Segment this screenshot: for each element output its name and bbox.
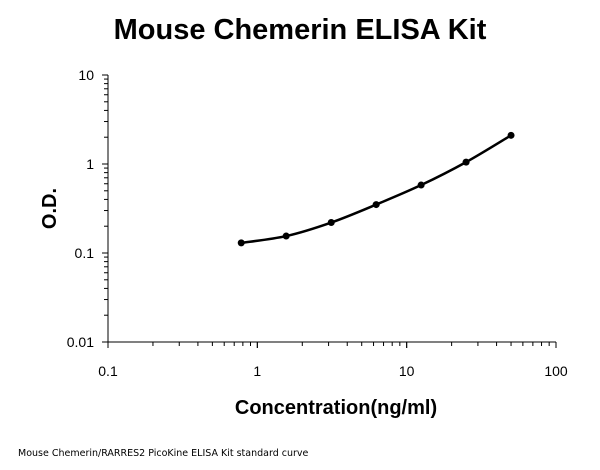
x-tick-label: 1 bbox=[253, 363, 261, 379]
series-layer bbox=[237, 131, 515, 247]
data-point bbox=[417, 181, 425, 189]
data-point bbox=[507, 131, 515, 139]
data-point bbox=[327, 219, 335, 227]
data-point bbox=[462, 158, 470, 166]
figure-caption: Mouse Chemerin/RARRES2 PicoKine ELISA Ki… bbox=[18, 448, 309, 459]
y-tick-label: 0.1 bbox=[75, 245, 95, 261]
y-tick-label: 0.01 bbox=[67, 334, 94, 350]
series-line bbox=[239, 134, 513, 245]
y-tick-label: 1 bbox=[86, 156, 94, 172]
data-point bbox=[237, 239, 245, 247]
axes bbox=[107, 75, 556, 343]
x-axis-label: Concentration(ng/ml) bbox=[235, 397, 437, 419]
tick-marks bbox=[102, 74, 557, 348]
x-tick-label: 0.1 bbox=[98, 363, 118, 379]
data-point bbox=[372, 201, 380, 209]
y-axis-label: O.D. bbox=[39, 188, 61, 229]
y-tick-label: 10 bbox=[78, 67, 94, 83]
chart-title: Mouse Chemerin ELISA Kit bbox=[113, 14, 487, 46]
data-point bbox=[282, 232, 290, 240]
x-tick-label: 10 bbox=[399, 363, 415, 379]
x-tick-label: 100 bbox=[544, 363, 568, 379]
